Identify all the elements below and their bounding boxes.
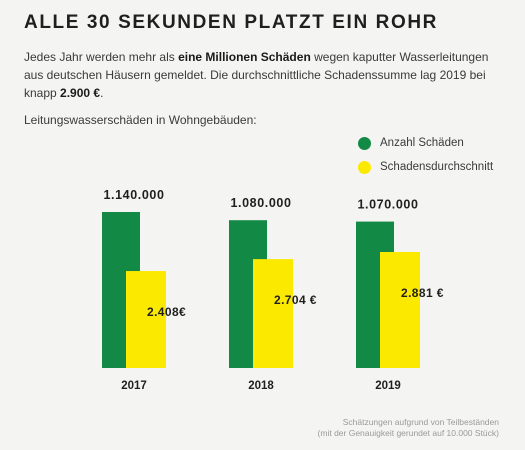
page-title: ALLE 30 SEKUNDEN PLATZT EIN ROHR bbox=[24, 12, 438, 33]
legend-label-avg: Schadensdurchschnitt bbox=[380, 161, 494, 173]
bar-avg-2017 bbox=[126, 271, 166, 368]
legend-item-avg: Schadensdurchschnitt bbox=[358, 155, 493, 179]
legend-swatch-avg bbox=[358, 160, 371, 174]
legend-swatch-count bbox=[358, 136, 371, 150]
intro-part-3: . bbox=[100, 86, 104, 100]
footnote-line-1: Schätzungen aufgrund von Teilbeständen bbox=[342, 417, 499, 427]
intro-bold-1: eine Millionen Schäden bbox=[178, 50, 311, 64]
year-label-2017: 2017 bbox=[121, 380, 147, 392]
footnote-line-2: (mit der Genauigkeit gerundet auf 10.000… bbox=[317, 428, 499, 438]
year-label-2018: 2018 bbox=[248, 380, 274, 392]
legend-label-count: Anzahl Schäden bbox=[380, 137, 464, 149]
label-avg-2018: 2.704 € bbox=[274, 293, 317, 307]
year-label-2019: 2019 bbox=[375, 380, 401, 392]
intro-bold-2: 2.900 € bbox=[60, 86, 101, 100]
intro-text: Jedes Jahr werden mehr als eine Millione… bbox=[24, 48, 504, 102]
intro-part-2: wegen kaputter Wasserleitungen aus deuts… bbox=[24, 50, 489, 100]
label-count-2019: 1.070.000 bbox=[357, 198, 418, 212]
bar-avg-2018 bbox=[253, 259, 293, 368]
label-count-2017: 1.140.000 bbox=[103, 188, 164, 202]
intro-part-1: Jedes Jahr werden mehr als bbox=[24, 50, 179, 64]
chart-subtitle: Leitungswasserschäden in Wohngebäuden: bbox=[24, 113, 257, 127]
bar-avg-2019 bbox=[380, 252, 420, 368]
chart-legend: Anzahl Schäden Schadensdurchschnitt bbox=[358, 131, 493, 179]
label-avg-2017: 2.408€ bbox=[147, 305, 186, 319]
footnote: Schätzungen aufgrund von Teilbeständen (… bbox=[239, 417, 499, 439]
label-avg-2019: 2.881 € bbox=[401, 286, 444, 300]
legend-item-count: Anzahl Schäden bbox=[358, 131, 493, 155]
label-count-2018: 1.080.000 bbox=[230, 196, 291, 210]
